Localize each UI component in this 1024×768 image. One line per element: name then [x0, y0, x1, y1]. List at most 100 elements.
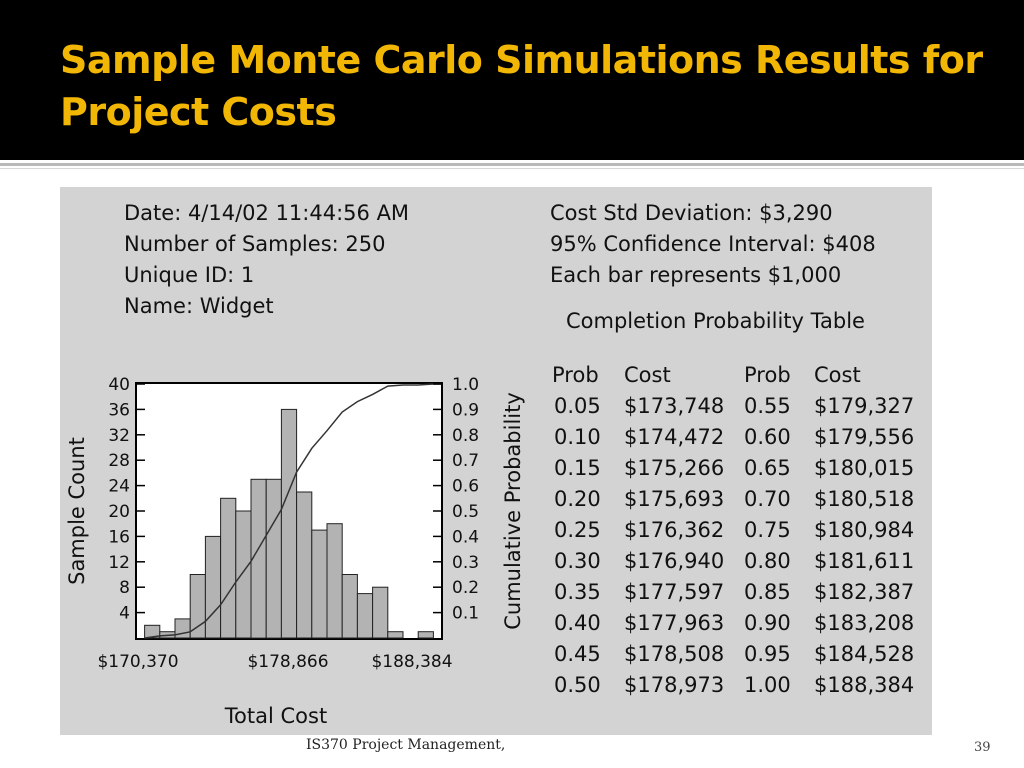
y2-tick-label: 0.8	[452, 426, 479, 446]
y2-tick-label: 0.5	[452, 502, 479, 522]
table-cell-prob: 0.90	[744, 610, 791, 635]
table-cell-prob: 0.65	[744, 455, 791, 480]
table-header-cost: Cost	[624, 362, 671, 387]
table-cell-cost: $180,518	[814, 486, 915, 511]
y2-tick-label: 0.7	[452, 451, 479, 471]
table-row: 0.15 $175,266 0.65 $180,015	[550, 452, 924, 483]
table-cell-cost: $176,362	[624, 517, 725, 542]
table-cell-prob: 0.20	[554, 486, 601, 511]
y-tick-label: 40	[108, 377, 130, 395]
y2-tick-label: 0.3	[452, 553, 479, 573]
y2-tick-label: 0.2	[452, 578, 479, 598]
table-header-prob: Prob	[552, 362, 599, 387]
table-cell-prob: 0.40	[554, 610, 601, 635]
table-cell-prob: 0.50	[554, 672, 601, 697]
table-cell-cost: $181,611	[814, 548, 915, 573]
histogram-bar	[341, 574, 358, 639]
page-number: 39	[974, 740, 991, 755]
axis-layer: 4 8 12 16 20 24 28 32 36 40 0.1 0.2 0.3 0.4 0.5 0.6 0.7 0…	[97, 377, 479, 672]
summary-date: Date: 4/14/02 11:44:56 AM	[124, 201, 410, 225]
summary-name: Name: Widget	[124, 294, 274, 318]
histogram-bar	[189, 574, 206, 639]
table-row: 0.25 $176,362 0.75 $180,984	[550, 514, 924, 545]
table-cell-cost: $184,528	[814, 641, 915, 666]
simulation-figure: Date: 4/14/02 11:44:56 AM Number of Samp…	[60, 187, 932, 735]
histogram-bar	[311, 529, 328, 639]
table-header-cost: Cost	[814, 362, 861, 387]
table-cell-prob: 0.60	[744, 424, 791, 449]
y-axis-label: Sample Count	[65, 437, 89, 585]
table-row: 0.40 $177,963 0.90 $183,208	[550, 607, 924, 638]
histogram-bar	[387, 631, 404, 639]
cumulative-probability-curve	[144, 383, 441, 639]
table-header-row: Prob Cost Prob Cost	[550, 359, 924, 390]
table-cell-cost: $182,387	[814, 579, 915, 604]
histogram-bar	[356, 593, 374, 639]
table-cell-cost: $176,940	[624, 548, 725, 573]
table-cell-cost: $183,208	[814, 610, 915, 635]
table-cell-cost: $179,327	[814, 393, 915, 418]
table-row: 0.30 $176,940 0.80 $181,611	[550, 545, 924, 576]
slide-title: Sample Monte Carlo Simulations Results f…	[60, 38, 983, 134]
table-cell-prob: 0.70	[744, 486, 791, 511]
table-cell-cost: $180,015	[814, 455, 915, 480]
summary-unique-id: Unique ID: 1	[124, 263, 255, 287]
table-cell-cost: $177,963	[624, 610, 725, 635]
histogram-bar	[280, 408, 298, 639]
table-cell-prob: 0.75	[744, 517, 791, 542]
table-cell-cost: $175,266	[624, 455, 725, 480]
y2-tick-label: 1.0	[452, 377, 479, 395]
summary-std-dev: Cost Std Deviation: $3,290	[550, 201, 833, 225]
table-row: 0.20 $175,693 0.70 $180,518	[550, 483, 924, 514]
table-cell-cost: $179,556	[814, 424, 915, 449]
table-cell-cost: $180,984	[814, 517, 915, 542]
table-cell-cost: $173,748	[624, 393, 725, 418]
table-cell-prob: 0.05	[554, 393, 601, 418]
table-body: 0.05 $173,748 0.55 $179,327 0.10 $174,472 0.60…	[550, 390, 924, 700]
table-cell-prob: 0.85	[744, 579, 791, 604]
histogram-bar	[265, 478, 282, 639]
title-divider-thin	[0, 168, 1024, 169]
x-tick-label: $188,384	[371, 652, 452, 672]
y-tick-label: 12	[108, 553, 130, 573]
table-cell-cost: $178,973	[624, 672, 725, 697]
table-row: 0.10 $174,472 0.60 $179,556	[550, 421, 924, 452]
table-cell-cost: $175,693	[624, 486, 725, 511]
probability-table-title: Completion Probability Table	[566, 309, 865, 333]
table-cell-prob: 0.10	[554, 424, 601, 449]
table-row: 0.05 $173,748 0.55 $179,327	[550, 390, 924, 421]
histogram-bar	[220, 497, 237, 639]
table-cell-prob: 0.45	[554, 641, 601, 666]
histogram-bar	[235, 510, 252, 639]
y-tick-label: 28	[108, 451, 130, 471]
summary-bar-width: Each bar represents $1,000	[550, 263, 842, 287]
y2-tick-label: 0.6	[452, 477, 479, 497]
y-tick-label: 4	[119, 604, 130, 624]
summary-samples: Number of Samples: 250	[124, 232, 386, 256]
x-tick-label: $170,370	[97, 652, 178, 672]
table-cell-prob: 1.00	[744, 672, 791, 697]
summary-right: Cost Std Deviation: $3,290 95% Confidenc…	[550, 198, 930, 291]
table-cell-prob: 0.95	[744, 641, 791, 666]
x-tick-label: $178,866	[247, 652, 328, 672]
table-header-prob: Prob	[744, 362, 791, 387]
title-divider	[0, 163, 1024, 166]
histogram-bar	[417, 631, 434, 639]
y2-tick-label: 0.4	[452, 527, 479, 547]
slide-footer: IS370 Project Management,	[306, 737, 506, 753]
table-cell-prob: 0.80	[744, 548, 791, 573]
x-axis-label: Total Cost	[224, 704, 327, 728]
table-row: 0.45 $178,508 0.95 $184,528	[550, 638, 924, 669]
summary-confidence: 95% Confidence Interval: $408	[550, 232, 876, 256]
probability-table: Prob Cost Prob Cost 0.05 $173,748 0.55 $179…	[550, 359, 924, 700]
y-tick-label: 24	[108, 477, 130, 497]
y-tick-label: 16	[108, 527, 130, 547]
bars-layer	[144, 408, 434, 639]
table-cell-cost: $177,597	[624, 579, 725, 604]
table-cell-prob: 0.15	[554, 455, 601, 480]
table-row: 0.50 $178,973 1.00 $188,384	[550, 669, 924, 700]
y-tick-label: 8	[119, 578, 130, 598]
table-row: 0.35 $177,597 0.85 $182,387	[550, 576, 924, 607]
histogram-bar	[372, 586, 389, 639]
table-cell-prob: 0.25	[554, 517, 601, 542]
